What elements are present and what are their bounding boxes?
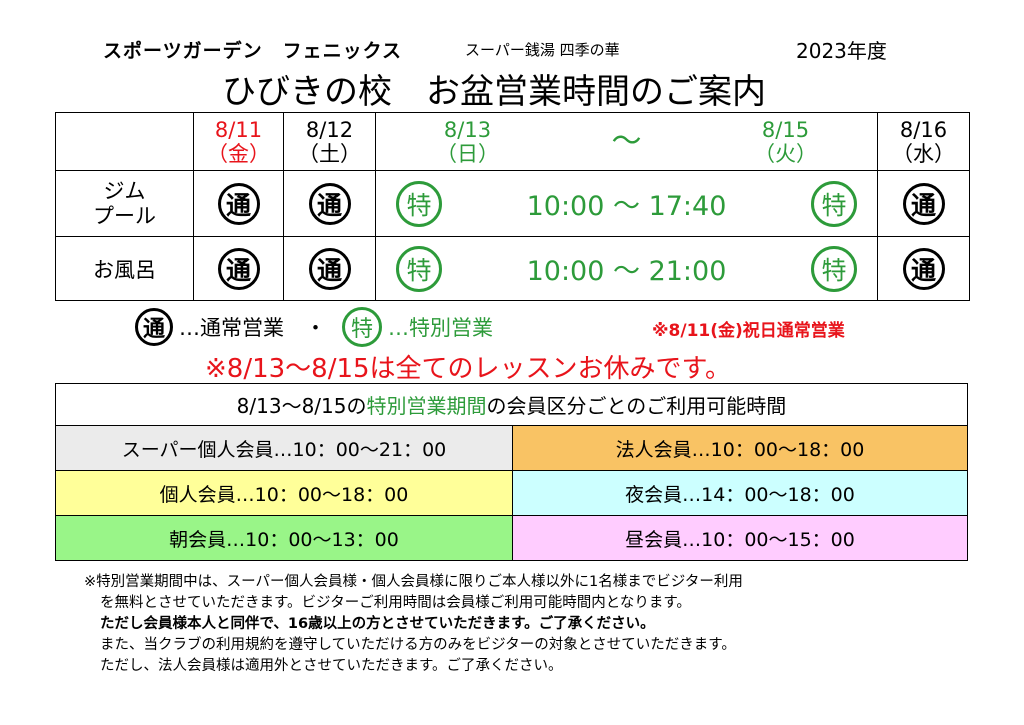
normal-hours-mark: 通 bbox=[308, 247, 351, 290]
cell: 通 bbox=[283, 170, 376, 237]
title-part: 8/13～8/15の bbox=[236, 394, 367, 418]
special-hours-mark: 特 bbox=[396, 180, 442, 227]
cell: 特 10:00 ～ 17:40 特 bbox=[375, 170, 878, 237]
cell: 特 10:00 ～ 21:00 特 bbox=[375, 236, 878, 301]
cell: 通 bbox=[877, 170, 970, 237]
date-8-13: 8/13 （日） bbox=[436, 118, 499, 166]
brand-name: スポーツガーデン フェニックス bbox=[103, 40, 403, 62]
member-night: 夜会員…14：00～18：00 bbox=[512, 470, 968, 516]
sub-brand: スーパー銭湯 四季の華 bbox=[465, 41, 620, 59]
date-8-13-to-8-15: 8/13 （日） ～ 8/15 （火） bbox=[375, 112, 878, 171]
label: ジム bbox=[103, 178, 146, 203]
note-line: ただし会員様本人と同伴で、16歳以上の方とさせていただきます。ご了承ください。 bbox=[100, 616, 655, 632]
date-8-12: 8/12 （土） bbox=[283, 112, 376, 171]
special-hours-mark: 特 bbox=[810, 180, 857, 227]
title-emphasis: 特別営業期間 bbox=[366, 394, 487, 418]
range-tilde: ～ bbox=[611, 123, 642, 159]
special-hours-mark: 特 bbox=[396, 245, 442, 292]
legend-special: …特別営業 bbox=[388, 316, 493, 340]
note-line: また、当クラブの利用規約を遵守していただける方のみをビジターの対象とさせていただ… bbox=[100, 637, 736, 653]
member-corporate: 法人会員…10：00～18：00 bbox=[512, 425, 968, 471]
normal-hours-mark: 通 bbox=[902, 182, 945, 225]
date-8-11: 8/11 （金） bbox=[193, 112, 284, 171]
note-line: を無料とさせていただきます。ビジターご利用時間は会員様ご利用可能時間内となります… bbox=[100, 595, 691, 611]
special-hours-mark: 特 bbox=[810, 245, 857, 292]
date-8-15: 8/15 （火） bbox=[754, 118, 817, 166]
lesson-notice: ※8/13～8/15は全てのレッスンお休みです。 bbox=[205, 354, 731, 384]
cell: 通 bbox=[193, 170, 284, 237]
member-morning: 朝会員…10：00～13：00 bbox=[55, 515, 513, 561]
member-hours-title: 8/13～8/15の 特別営業期間 の会員区分ごとのご利用可能時間 bbox=[55, 383, 968, 426]
weekday: （土） bbox=[298, 141, 361, 166]
normal-hours-mark: 通 bbox=[217, 182, 260, 225]
legend: 通 …通常営業 ・ 特 …特別営業 bbox=[135, 307, 493, 347]
member-individual: 個人会員…10：00～18：00 bbox=[55, 470, 513, 516]
weekday: （火） bbox=[754, 141, 817, 166]
note-line: ただし、法人会員様は適用外とさせていただきます。ご了承ください。 bbox=[100, 658, 563, 674]
date: 8/13 bbox=[443, 117, 492, 142]
cell: 通 bbox=[877, 236, 970, 301]
normal-hours-mark: 通 bbox=[902, 247, 945, 290]
weekday: （金） bbox=[207, 141, 270, 166]
member-super-individual: スーパー個人会員…10：00～21：00 bbox=[55, 425, 513, 471]
normal-hours-mark: 通 bbox=[135, 308, 173, 346]
date: 8/15 bbox=[761, 117, 810, 142]
weekday: （水） bbox=[892, 141, 955, 166]
row-label-gym-pool: ジム プール bbox=[55, 170, 194, 237]
weekday: （日） bbox=[436, 141, 499, 166]
corner-cell bbox=[55, 112, 194, 171]
special-hours-time: 10:00 ～ 21:00 bbox=[526, 256, 727, 287]
date: 8/12 bbox=[305, 117, 354, 142]
fiscal-year: 2023年度 bbox=[796, 39, 887, 63]
special-hours-time: 10:00 ～ 17:40 bbox=[526, 191, 727, 222]
date: 8/11 bbox=[214, 117, 263, 142]
page-title: ひびきの校 お盆営業時間のご案内 bbox=[222, 72, 766, 112]
title-part: の会員区分ごとのご利用可能時間 bbox=[486, 394, 787, 418]
normal-hours-mark: 通 bbox=[308, 182, 351, 225]
cell: 通 bbox=[193, 236, 284, 301]
date-8-16: 8/16 （水） bbox=[877, 112, 970, 171]
note-line: ※特別営業期間中は、スーパー個人会員様・個人会員様に限りご本人様以外に1名様まで… bbox=[84, 574, 743, 590]
cell: 通 bbox=[283, 236, 376, 301]
member-daytime: 昼会員…10：00～15：00 bbox=[512, 515, 968, 561]
label: プール bbox=[93, 203, 156, 228]
special-hours-mark: 特 bbox=[342, 307, 382, 347]
legend-normal: …通常営業 ・ bbox=[179, 316, 326, 340]
normal-hours-mark: 通 bbox=[217, 247, 260, 290]
row-label-bath: お風呂 bbox=[55, 236, 194, 301]
date: 8/16 bbox=[899, 117, 948, 142]
label: お風呂 bbox=[93, 257, 156, 282]
holiday-note: ※8/11(金)祝日通常営業 bbox=[652, 321, 845, 341]
